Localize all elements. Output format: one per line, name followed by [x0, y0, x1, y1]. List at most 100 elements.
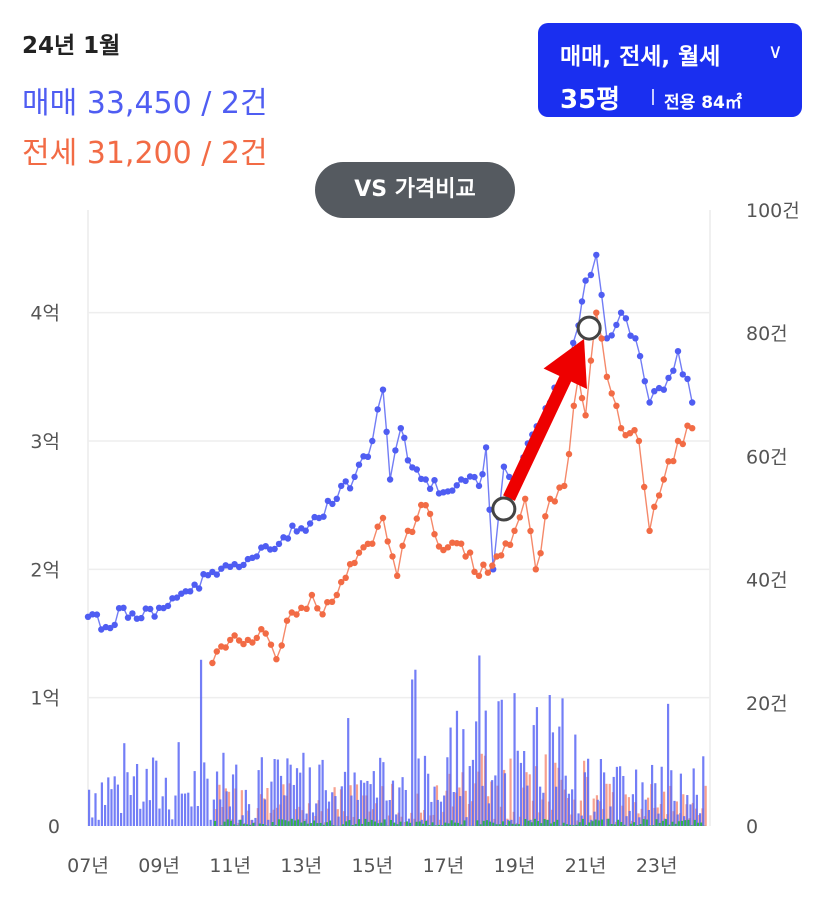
sale-volume-bar — [273, 759, 276, 826]
sale-price-point — [479, 471, 486, 478]
jeonse-price-point — [626, 430, 634, 437]
jeonse-price-point — [480, 561, 487, 568]
sale-volume-bar — [535, 707, 539, 826]
sale-price-point — [665, 374, 672, 382]
jeonse-price-point — [684, 422, 691, 429]
jeonse-summary: 전세 31,200 / 2건 — [22, 136, 268, 171]
y-right-tick-label: 40건 — [746, 570, 788, 592]
monthly-volume-bar — [329, 820, 332, 826]
jeonse-price-point — [379, 514, 387, 522]
monthly-volume-bar — [639, 823, 642, 826]
sale-volume-bar — [212, 799, 215, 826]
monthly-volume-bar — [319, 822, 322, 826]
sale-volume-bar — [606, 818, 609, 826]
monthly-volume-bar — [370, 819, 373, 826]
jeonse-price-point — [522, 495, 529, 502]
sale-price-point — [338, 482, 345, 490]
sale-price-point — [651, 388, 658, 395]
sale-price-point — [603, 335, 611, 342]
monthly-volume-bar — [508, 821, 511, 826]
sale-price-point — [289, 522, 296, 529]
jeonse-volume-bar — [464, 790, 467, 826]
jeonse-price-point — [565, 450, 573, 458]
sale-volume-bar — [449, 727, 452, 826]
monthly-volume-bar — [527, 820, 530, 826]
chart-grid — [87, 210, 711, 826]
y-right-tick-label: 80건 — [746, 323, 788, 345]
monthly-volume-bar — [380, 822, 383, 826]
sale-volume-bar — [439, 801, 443, 826]
sale-volume-bar — [331, 792, 334, 826]
jeonse-price-point — [646, 527, 653, 534]
sale-volume-bar — [244, 789, 247, 826]
sale-volume-bar — [411, 679, 414, 826]
x-tick-label: 13년 — [280, 855, 322, 877]
sale-price-point — [426, 485, 434, 492]
sale-volume-bar — [215, 771, 219, 826]
x-tick-label: 11년 — [209, 855, 251, 877]
monthly-volume-bar — [316, 823, 319, 826]
sale-volume-bar — [698, 813, 702, 826]
sale-volume-bar — [318, 764, 321, 826]
sale-volume-bar — [529, 819, 532, 826]
sale-volume-bar — [241, 815, 244, 826]
monthly-volume-bar — [690, 825, 693, 826]
vs-compare-button[interactable]: VS 가격비교 — [315, 162, 515, 218]
sale-price-point — [346, 485, 354, 492]
jeonse-price-point — [213, 648, 220, 655]
deal-type-filter-button[interactable]: 매매, 전세, 월세 ∨ 35평 전용 84㎡ — [538, 23, 802, 117]
monthly-volume-bar — [284, 820, 287, 826]
monthly-volume-bar — [680, 820, 684, 826]
sale-volume-bar — [135, 763, 139, 826]
sale-volume-bar — [187, 792, 190, 826]
sale-volume-bar — [548, 695, 551, 826]
sale-volume-bar — [430, 801, 433, 826]
sale-volume-bar — [567, 793, 571, 826]
sale-price-point — [302, 527, 309, 534]
sale-price-point — [374, 406, 381, 413]
monthly-volume-bar — [457, 822, 460, 826]
jeonse-price-point — [631, 427, 638, 434]
summary-header: 24년 1월 매매 33,450 / 2건 전세 31,200 / 2건 매매,… — [0, 0, 827, 218]
jeonse-price-point — [222, 644, 229, 651]
monthly-volume-bar — [540, 823, 543, 826]
jeonse-price-point — [389, 553, 396, 560]
sale-volume-bar — [379, 757, 382, 826]
sale-volume-bar — [353, 772, 356, 826]
jeonse-price-point — [556, 484, 563, 491]
sale-price-point — [570, 339, 577, 347]
sale-price-point — [306, 520, 314, 527]
jeonse-price-point — [532, 566, 539, 573]
jeonse-price-point — [319, 611, 326, 618]
sale-price-point — [93, 611, 101, 618]
sale-volume-bar — [196, 806, 199, 826]
sale-volume-bar — [107, 777, 110, 826]
sale-price-point — [275, 540, 283, 548]
jeonse-price-point — [426, 510, 434, 518]
jeonse-price-point — [262, 630, 269, 637]
jeonse-price-point — [253, 634, 260, 642]
x-tick-label: 19년 — [494, 855, 536, 877]
sale-price-point — [213, 571, 220, 578]
sale-volume-bar — [532, 725, 535, 826]
jeonse-price-point — [458, 540, 465, 547]
jeonse-price-point — [342, 574, 349, 581]
sale-price-point — [138, 614, 145, 622]
jeonse-price-point — [249, 639, 256, 646]
jeonse-price-point — [431, 531, 438, 538]
trend-annotation — [491, 315, 602, 522]
sale-volume-bar — [363, 782, 366, 826]
sale-price-point — [107, 624, 114, 632]
monthly-volume-bar — [613, 824, 617, 826]
sale-price-point — [593, 251, 600, 259]
sale-volume-bar — [436, 799, 439, 826]
sale-volume-bar — [478, 655, 481, 826]
monthly-volume-bar — [287, 821, 290, 826]
jeonse-price-point — [466, 549, 474, 556]
jeonse-price-point — [582, 412, 589, 419]
y-right-tick-label: 20건 — [746, 693, 788, 715]
sale-volume-bar — [650, 764, 654, 826]
sale-volume-bar — [302, 752, 305, 826]
sale-volume-bar — [635, 769, 638, 826]
sale-price-point — [506, 473, 513, 481]
